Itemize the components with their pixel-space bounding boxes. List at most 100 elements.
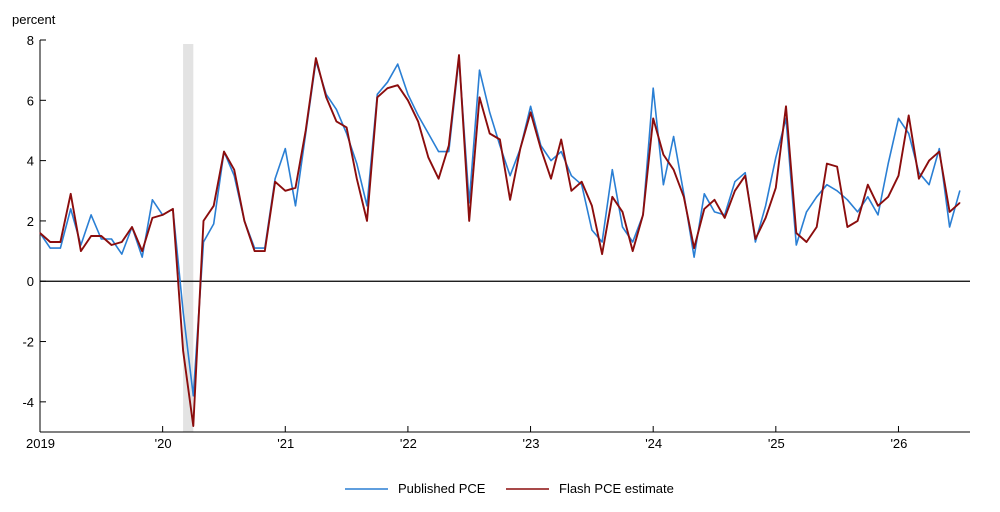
series-point-0 <box>713 211 716 213</box>
series-point-1 <box>131 226 133 228</box>
x-tick-label: '22 <box>400 436 417 451</box>
series-point-1 <box>703 208 705 210</box>
series-point-1 <box>274 181 276 183</box>
series-point-1 <box>683 196 685 198</box>
series-point-1 <box>284 190 286 192</box>
series-point-0 <box>662 184 665 186</box>
series-point-1 <box>448 144 450 147</box>
series-point-1 <box>795 232 797 234</box>
series-point-1 <box>867 184 869 186</box>
series-point-1 <box>478 96 481 98</box>
series-point-1 <box>141 250 143 252</box>
series-point-0 <box>632 241 634 243</box>
series-point-1 <box>621 211 624 213</box>
series-point-0 <box>560 151 562 153</box>
series-point-0 <box>693 256 695 258</box>
series-point-1 <box>570 190 573 192</box>
series-point-1 <box>642 214 644 216</box>
series-point-1 <box>826 163 828 165</box>
series-point-1 <box>775 187 777 189</box>
series-point-1 <box>949 211 951 213</box>
series-point-1 <box>765 217 767 219</box>
series-point-1 <box>519 148 521 150</box>
series-point-0 <box>621 226 624 228</box>
x-tick-label: '25 <box>768 436 785 451</box>
series-point-1 <box>836 166 838 168</box>
series-point-1 <box>151 217 153 219</box>
series-point-1 <box>489 132 491 135</box>
series-point-1 <box>243 220 245 222</box>
y-tick-label: 6 <box>27 93 34 108</box>
series-point-1 <box>438 178 440 180</box>
series-point-0 <box>509 175 511 177</box>
series-point-1 <box>264 250 266 252</box>
series-point-1 <box>857 220 859 222</box>
series-point-1 <box>560 138 562 141</box>
series-point-0 <box>908 132 910 135</box>
series-point-1 <box>366 220 368 222</box>
series-point-1 <box>233 169 235 171</box>
series-point-1 <box>632 250 634 252</box>
series-point-0 <box>70 208 72 210</box>
series-point-1 <box>121 241 123 243</box>
series-point-0 <box>90 214 92 216</box>
series-point-1 <box>39 232 41 234</box>
y-axis-label: percent <box>12 12 56 27</box>
series-point-1 <box>100 235 102 237</box>
series-point-1 <box>652 117 654 119</box>
series-point-1 <box>294 187 297 189</box>
series-point-0 <box>397 63 399 65</box>
series-point-1 <box>213 205 215 207</box>
series-point-1 <box>805 241 808 243</box>
series-point-0 <box>846 199 849 201</box>
series-point-0 <box>765 205 767 207</box>
series-point-1 <box>540 148 542 150</box>
series-point-0 <box>816 196 818 198</box>
series-point-1 <box>846 226 849 228</box>
y-ticks: -4 -2 0 2 4 6 8 <box>22 33 46 410</box>
series-point-0 <box>795 244 797 246</box>
series-point-1 <box>509 199 511 201</box>
y-tick-label: 4 <box>27 154 34 169</box>
series-point-0 <box>744 172 746 174</box>
series-point-0 <box>826 184 828 186</box>
series-point-1 <box>356 178 358 180</box>
series-point-0 <box>530 105 532 107</box>
series-point-0 <box>448 151 450 153</box>
series-point-1 <box>611 196 613 198</box>
series-point-1 <box>376 96 378 98</box>
series-point-1 <box>897 175 900 177</box>
series-point-1 <box>80 250 82 252</box>
series-point-1 <box>713 199 716 201</box>
series-point-1 <box>662 154 665 156</box>
series-point-1 <box>386 87 389 89</box>
series-point-1 <box>49 241 51 243</box>
series-point-1 <box>325 96 327 98</box>
series-point-1 <box>724 217 726 219</box>
legend-label-flash-pce: Flash PCE estimate <box>559 481 674 496</box>
series-point-1 <box>734 190 736 192</box>
series-line-0 <box>39 57 961 397</box>
series-point-0 <box>438 151 440 153</box>
series-point-1 <box>928 160 930 162</box>
series-point-0 <box>836 190 838 192</box>
series-point-1 <box>673 169 675 171</box>
x-ticks: 2019 '20 '21 '22 '23 '24 '25 '26 <box>26 426 907 451</box>
series-point-0 <box>192 395 194 397</box>
series-point-0 <box>100 238 102 240</box>
series-point-0 <box>754 241 757 243</box>
series-point-0 <box>570 175 573 177</box>
series-point-0 <box>489 111 491 113</box>
series-point-1 <box>70 193 72 195</box>
series-point-0 <box>49 247 51 249</box>
series-point-0 <box>652 87 654 89</box>
series-point-1 <box>693 247 695 249</box>
series-point-1 <box>417 120 419 122</box>
series-point-0 <box>417 114 419 116</box>
series-point-0 <box>775 157 777 159</box>
series-point-1 <box>427 157 429 159</box>
series-point-0 <box>478 69 481 71</box>
series-point-1 <box>202 220 205 222</box>
series-point-0 <box>151 199 153 201</box>
